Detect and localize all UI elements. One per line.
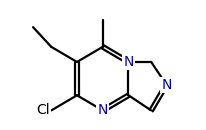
Text: N: N: [160, 78, 171, 92]
Text: N: N: [123, 55, 133, 69]
Text: Cl: Cl: [36, 103, 49, 117]
Text: N: N: [97, 103, 107, 117]
